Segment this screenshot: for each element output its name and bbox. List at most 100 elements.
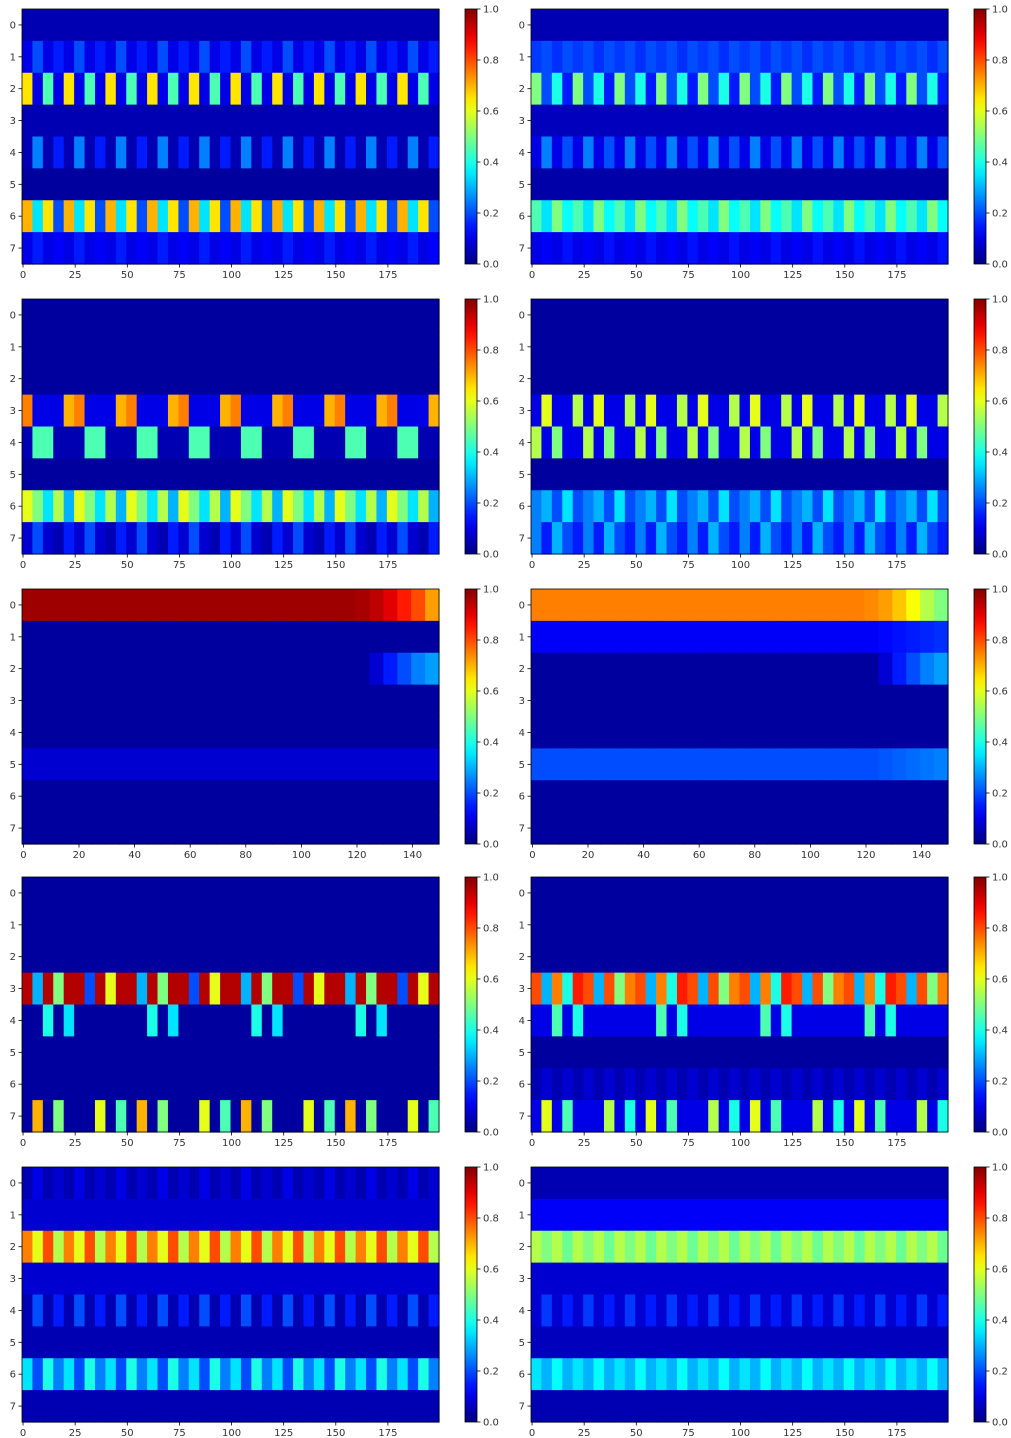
y-tick-label: 5 — [519, 180, 525, 191]
heatmap-cell — [843, 908, 855, 942]
heatmap-cell — [708, 1004, 720, 1037]
heatmap-cell — [822, 1167, 834, 1200]
heatmap-cell — [147, 1167, 159, 1200]
heatmap-cell — [161, 652, 176, 686]
heatmap-cell — [240, 362, 252, 396]
heatmap-cell — [334, 458, 346, 491]
heatmap-cell — [916, 72, 928, 106]
heatmap-cell — [697, 972, 709, 1006]
heatmap-cell — [32, 1198, 44, 1232]
heatmap-cell — [760, 522, 772, 555]
heatmap-cell — [397, 1004, 409, 1037]
heatmap-cell — [230, 1068, 242, 1101]
heatmap-cell — [635, 1262, 647, 1296]
heatmap-cell — [624, 72, 636, 106]
heatmap-cell — [843, 168, 855, 201]
heatmap-cell — [157, 972, 169, 1006]
heatmap-cell — [927, 972, 939, 1006]
heatmap-cell — [628, 620, 643, 654]
heatmap-cell — [115, 1100, 127, 1133]
heatmap-cell — [802, 1004, 814, 1037]
heatmap-cell — [74, 9, 86, 42]
heatmap-cell — [428, 877, 440, 910]
heatmap-cell — [303, 1004, 315, 1037]
heatmap-cell — [209, 299, 221, 332]
heatmap-cell — [920, 812, 935, 845]
heatmap-cell — [63, 1004, 75, 1037]
heatmap-cell — [369, 716, 384, 749]
heatmap-cell — [895, 426, 907, 459]
heatmap-cell — [687, 40, 699, 74]
heatmap-cell — [937, 522, 949, 555]
heatmap-cell — [74, 40, 86, 74]
heatmap-cell — [666, 362, 678, 396]
heatmap-cell — [593, 330, 605, 364]
heatmap-cell — [407, 877, 419, 910]
heatmap-cell — [927, 1358, 939, 1391]
heatmap-cell — [875, 1036, 887, 1069]
heatmap-cell — [916, 1358, 928, 1391]
heatmap-cell — [718, 1198, 730, 1232]
heatmap-cell — [676, 490, 688, 523]
heatmap-cell — [864, 1390, 876, 1423]
heatmap-cell — [614, 1198, 626, 1232]
heatmap-cell — [892, 812, 907, 845]
heatmap-cell — [355, 908, 367, 942]
heatmap-cell — [836, 780, 852, 813]
heatmap-cell — [126, 522, 138, 555]
heatmap-cell — [84, 1294, 96, 1327]
heatmap-cell — [22, 1198, 34, 1232]
heatmap-cell — [313, 652, 329, 686]
heatmap-cell — [386, 1198, 398, 1232]
heatmap-cell — [303, 426, 315, 459]
heatmap-cell — [136, 908, 148, 942]
heatmap-cell — [313, 1326, 325, 1359]
heatmap-cell — [63, 780, 79, 813]
heatmap-cell — [822, 1358, 834, 1391]
heatmap-cell — [105, 522, 117, 555]
heatmap-cell — [209, 490, 221, 523]
heatmap-cell — [812, 1100, 824, 1133]
heatmap-cell — [22, 330, 34, 364]
heatmap-cell — [656, 780, 671, 813]
heatmap-panel: 0 25 50 75 100 125 150 175012345670.00.20.40.60… — [519, 295, 1008, 572]
heatmap-cell — [583, 458, 595, 491]
heatmap-cell — [656, 394, 668, 428]
heatmap-cell — [313, 490, 325, 523]
heatmap-cell — [167, 1198, 179, 1232]
heatmap-cell — [739, 40, 751, 74]
heatmap-cell — [531, 232, 543, 265]
heatmap-cell — [188, 1262, 200, 1296]
heatmap-cell — [35, 716, 51, 749]
heatmap-cell — [843, 136, 855, 169]
heatmap-cell — [635, 1068, 647, 1101]
heatmap-cell — [812, 168, 824, 201]
heatmap-cell — [937, 104, 949, 138]
heatmap-cell — [708, 1100, 720, 1133]
heatmap-cell — [927, 299, 939, 332]
heatmap-cell — [293, 940, 305, 974]
heatmap-cell — [251, 1198, 263, 1232]
heatmap-cell — [885, 104, 897, 138]
heatmap-cell — [334, 299, 346, 332]
heatmap-cell — [656, 812, 671, 845]
heatmap-cell — [562, 394, 574, 428]
heatmap-cell — [355, 1198, 367, 1232]
heatmap-cell — [920, 652, 935, 686]
heatmap-cell — [84, 299, 96, 332]
heatmap-cell — [812, 72, 824, 106]
heatmap-cell — [230, 780, 245, 813]
heatmap-cell — [645, 136, 657, 169]
heatmap-cell — [864, 426, 876, 459]
heatmap-cell — [875, 1230, 887, 1264]
heatmap-cell — [541, 1326, 553, 1359]
heatmap-cell — [687, 1390, 699, 1423]
heatmap-cell — [864, 9, 876, 42]
heatmap-cell — [425, 780, 440, 813]
heatmap-cell — [355, 1004, 367, 1037]
heatmap-cell — [324, 362, 336, 396]
heatmap-cell — [603, 200, 615, 233]
colorbar-tick-label: 0.4 — [992, 158, 1008, 169]
heatmap-cell — [22, 1036, 34, 1069]
heatmap-cell — [770, 1326, 782, 1359]
